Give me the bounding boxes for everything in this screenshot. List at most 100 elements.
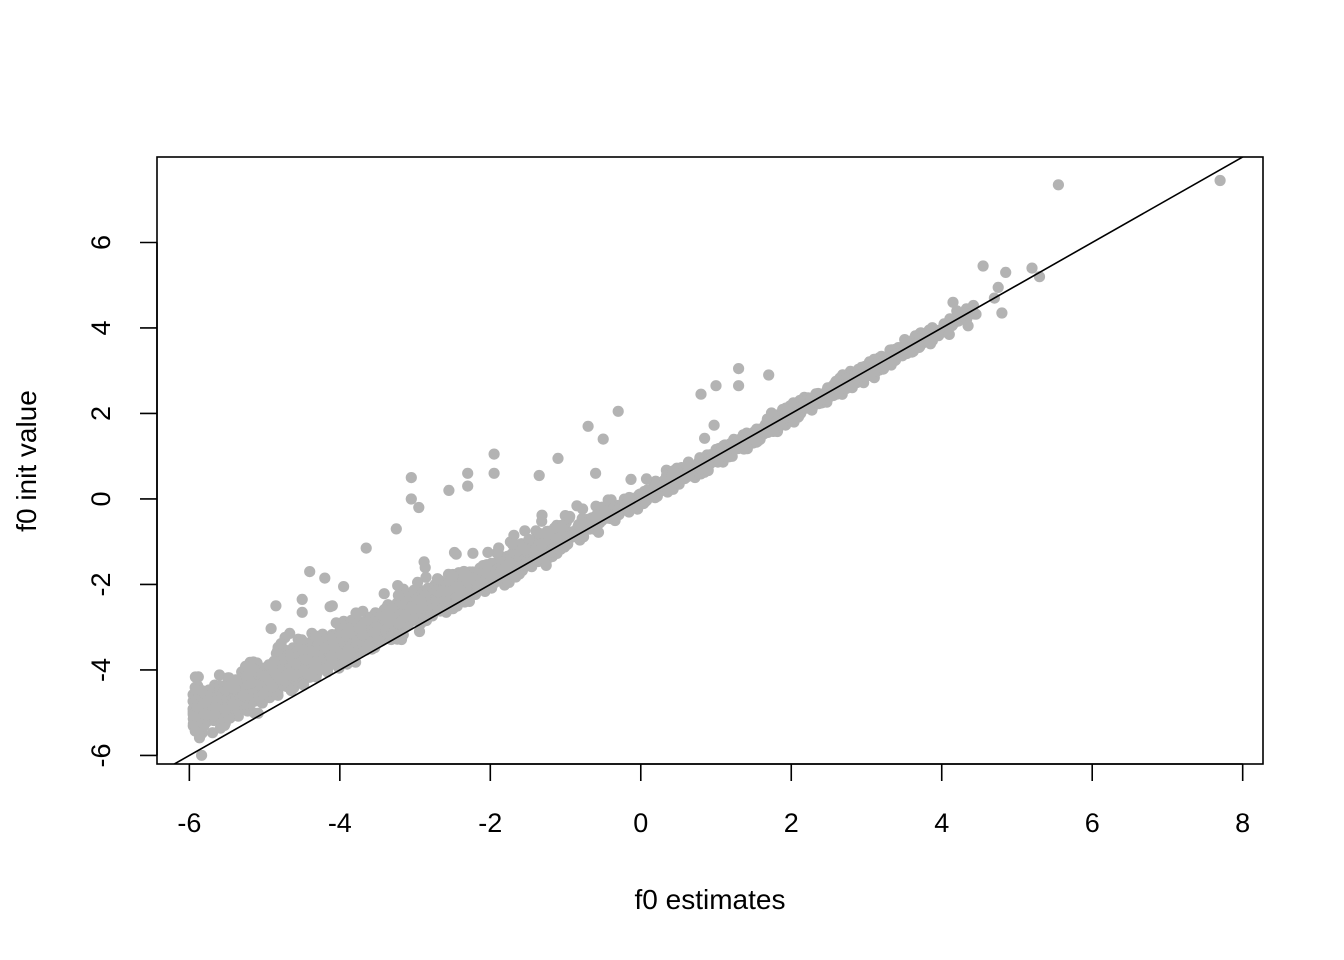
- data-point: [810, 388, 822, 400]
- data-point: [625, 473, 637, 485]
- data-point: [214, 722, 226, 734]
- data-point: [575, 524, 587, 536]
- data-point: [788, 416, 800, 428]
- outlier-point: [977, 260, 989, 272]
- data-point: [257, 688, 270, 700]
- data-point: [467, 547, 479, 559]
- outlier-point: [733, 363, 745, 375]
- data-point: [591, 509, 603, 521]
- data-point: [525, 557, 538, 570]
- data-point: [219, 703, 231, 715]
- x-tick-label: 4: [934, 808, 949, 838]
- data-point: [229, 682, 241, 694]
- outlier-point: [951, 305, 963, 317]
- data-point: [288, 670, 300, 682]
- reference-line: [172, 157, 1245, 764]
- outlier-point: [710, 380, 722, 392]
- outlier-point: [405, 493, 417, 505]
- outlier-point: [413, 501, 425, 514]
- data-point: [667, 465, 680, 477]
- data-point: [228, 699, 240, 711]
- x-tick-label: -4: [328, 808, 352, 838]
- outlier-point: [488, 467, 500, 479]
- outlier-point: [296, 606, 308, 618]
- x-tick-label: 6: [1085, 808, 1100, 838]
- data-point: [540, 559, 552, 572]
- data-point: [738, 443, 750, 455]
- outlier-point: [943, 328, 955, 340]
- outlier-point: [443, 484, 455, 496]
- data-point: [450, 581, 462, 593]
- data-point: [328, 641, 340, 653]
- data-point: [632, 503, 644, 515]
- data-point: [296, 644, 308, 656]
- data-point: [378, 588, 390, 600]
- data-point: [623, 491, 635, 504]
- outlier-point: [296, 593, 308, 606]
- data-point: [237, 689, 249, 702]
- outlier-point: [597, 433, 609, 445]
- data-point: [506, 538, 519, 550]
- data-point: [533, 527, 545, 539]
- y-tick-label: 6: [86, 235, 116, 250]
- outlier-point: [533, 469, 545, 482]
- data-point: [878, 363, 890, 375]
- outlier-point: [1026, 262, 1038, 274]
- data-point: [708, 419, 720, 431]
- data-point: [333, 662, 345, 674]
- data-point: [765, 407, 778, 419]
- outlier-point: [338, 581, 350, 593]
- data-point: [266, 660, 278, 672]
- outlier-point: [1214, 174, 1226, 187]
- data-point: [800, 402, 813, 414]
- y-tick-label: 0: [86, 491, 116, 506]
- data-point: [811, 396, 823, 408]
- data-point: [448, 546, 461, 559]
- data-point: [752, 435, 764, 447]
- y-tick-label: -6: [86, 743, 116, 767]
- data-point: [198, 708, 210, 720]
- outlier-point: [360, 542, 372, 554]
- data-point: [907, 345, 919, 357]
- x-tick-label: 0: [633, 808, 648, 838]
- data-point: [406, 601, 418, 613]
- data-point: [209, 702, 221, 714]
- outlier-point: [319, 572, 331, 584]
- outlier-point: [1000, 266, 1012, 278]
- x-tick-label: 2: [784, 808, 799, 838]
- data-point: [415, 594, 427, 607]
- data-point: [275, 638, 287, 650]
- outlier-point: [462, 467, 474, 479]
- data-point: [242, 669, 254, 681]
- y-tick-label: -2: [86, 572, 116, 596]
- data-point: [189, 671, 201, 683]
- data-point: [640, 473, 653, 485]
- data-point: [418, 556, 430, 568]
- data-point: [481, 559, 493, 571]
- data-point: [284, 627, 296, 640]
- outlier-point: [695, 388, 707, 400]
- data-point: [699, 432, 711, 444]
- data-point: [766, 425, 778, 437]
- data-point: [342, 644, 354, 656]
- outlier-point: [488, 448, 500, 460]
- data-point: [413, 625, 426, 638]
- y-tick-label: 4: [86, 320, 116, 335]
- outlier-point: [462, 480, 474, 492]
- data-point: [450, 591, 463, 603]
- data-point: [459, 568, 471, 580]
- x-tick-label: -2: [478, 808, 502, 838]
- outlier-point: [1052, 179, 1064, 191]
- data-point: [501, 560, 513, 572]
- data-point: [399, 611, 411, 623]
- data-point: [590, 500, 602, 512]
- x-axis: -6 -4 -2 0 2 4 6 8: [177, 763, 1250, 838]
- data-point: [431, 573, 444, 585]
- outlier-point: [947, 296, 959, 308]
- outlier-point: [552, 452, 564, 464]
- data-point: [728, 442, 740, 454]
- data-point: [508, 570, 520, 583]
- outlier-point: [270, 600, 282, 612]
- outlier-point: [612, 405, 624, 417]
